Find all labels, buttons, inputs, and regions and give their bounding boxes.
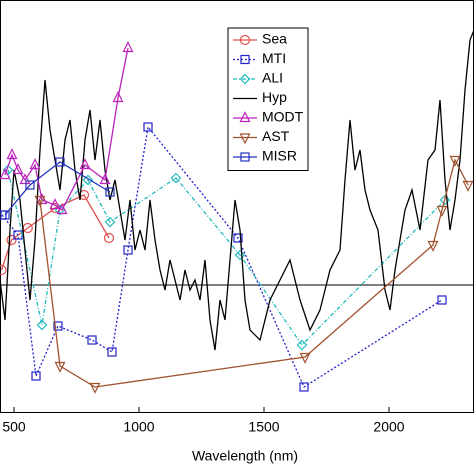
x-axis-label: Wavelength (nm) [192,448,298,464]
legend-box [227,27,309,171]
marker [34,195,46,207]
marker [89,382,101,394]
marker [239,133,251,145]
marker [55,157,65,167]
marker [439,194,451,206]
marker [105,187,115,197]
marker [107,347,117,357]
marker [239,73,251,85]
marker [299,382,309,392]
legend-label: Hyp [262,89,287,105]
marker [103,232,115,244]
x-tick-label: 1000 [123,419,154,435]
legend-label: ALI [262,70,283,86]
marker [427,240,439,252]
series-line [7,169,446,347]
marker [82,174,94,186]
marker [36,319,48,331]
marker [36,193,48,205]
marker [437,295,447,305]
marker [19,173,31,185]
marker [87,335,97,345]
legend-label: MODT [262,109,304,125]
marker [143,122,153,132]
marker [449,155,461,167]
series-line [1,125,443,388]
series-line [0,194,110,271]
marker [122,41,134,53]
marker [6,148,18,160]
marker [296,339,308,351]
marker [112,91,124,103]
marker [240,54,250,65]
legend-label: Sea [262,31,287,47]
legend-label: MTI [262,50,286,66]
marker [0,264,7,276]
x-tick-label: 2000 [373,419,404,435]
x-tick-label: 500 [2,419,26,435]
marker [79,158,91,170]
marker [53,321,63,331]
marker [239,111,251,123]
series-line [4,47,129,211]
marker [462,180,474,192]
marker [29,158,41,170]
marker [6,234,17,246]
series-line [0,29,474,351]
marker [239,34,251,46]
legend-label: AST [262,128,290,144]
marker [54,361,66,373]
marker [31,371,41,381]
marker [233,233,243,243]
series-line [39,158,469,388]
marker [234,249,246,261]
marker [12,163,24,175]
x-tick-label: 1500 [248,419,279,435]
marker [0,168,11,180]
marker [49,198,61,210]
marker [299,352,311,364]
marker [240,152,250,162]
marker [99,173,111,185]
legend-label: MISR [262,148,297,164]
legend: Sea MTI ALI Hyp MODT AST MISR [227,27,309,171]
marker [104,216,116,228]
marker [436,205,448,217]
marker [170,172,182,184]
marker [56,203,68,215]
series-line [4,161,111,216]
marker [0,210,10,220]
marker [123,245,133,255]
marker [25,180,35,190]
